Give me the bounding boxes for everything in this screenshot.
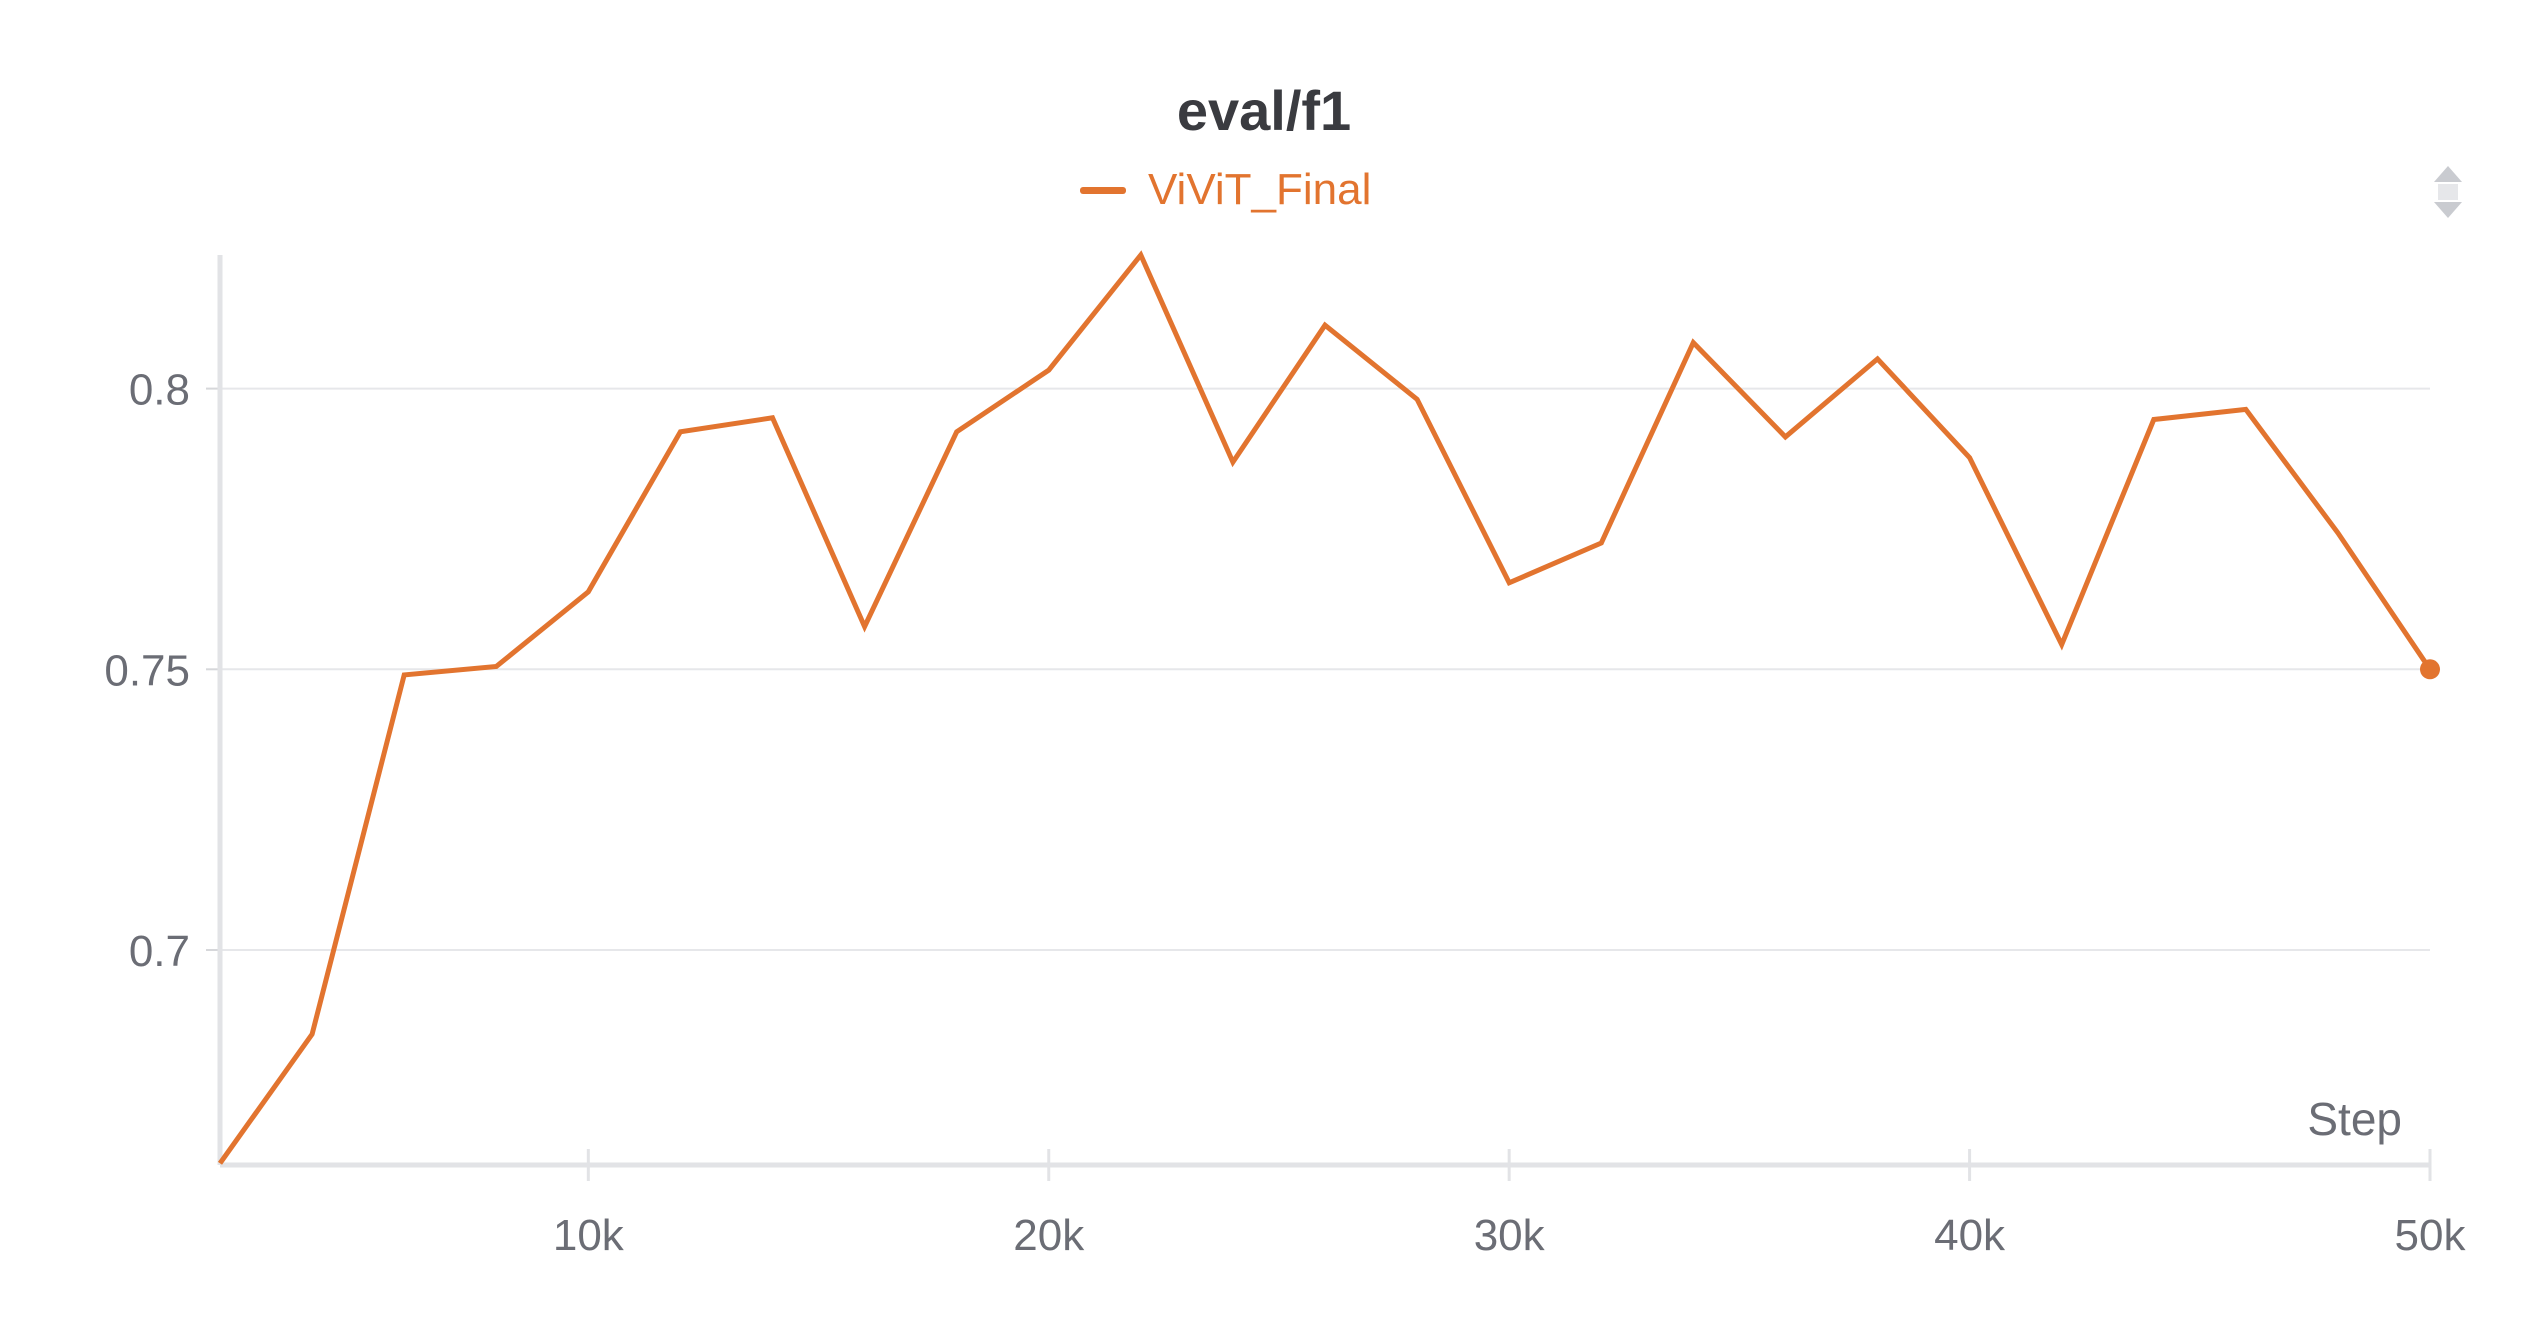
series-point: [676, 428, 684, 436]
series-point: [2242, 405, 2250, 413]
x-tick-label: 40k: [1934, 1211, 2006, 1260]
y-tick-label: 0.75: [104, 646, 190, 695]
sort-icon[interactable]: [2430, 162, 2466, 222]
series-point: [1874, 355, 1882, 363]
series-point: [584, 588, 592, 596]
series-point: [2334, 529, 2342, 537]
series-point: [1597, 539, 1605, 547]
x-tick-label: 20k: [1013, 1211, 1085, 1260]
series-line-vivit-final: [217, 250, 2433, 1165]
series-last-point: [2420, 659, 2440, 680]
series-point: [1781, 433, 1789, 441]
series-point: [2150, 415, 2158, 423]
series-point: [2058, 641, 2066, 649]
x-tick-label: 10k: [553, 1211, 625, 1260]
series-point: [1689, 339, 1697, 347]
series-point: [1137, 251, 1145, 259]
x-tick-label: 30k: [1474, 1211, 1546, 1260]
series-point: [1413, 395, 1421, 403]
chart-title: eval/f1: [1176, 79, 1352, 142]
series-point: [1229, 458, 1237, 466]
series-point: [400, 671, 408, 679]
y-tick-label: 0.8: [129, 366, 190, 415]
series-point: [1966, 454, 1974, 462]
chart-legend[interactable]: ViViT_Final: [1080, 165, 1371, 215]
series-point: [1505, 579, 1513, 587]
y-tick-label: 0.7: [129, 927, 190, 976]
x-tick-label: 50k: [2395, 1211, 2467, 1260]
series-point: [861, 623, 869, 631]
x-axis-label: Step: [2307, 1093, 2402, 1145]
series-point: [769, 414, 777, 422]
series-point: [1321, 321, 1329, 329]
series-point: [308, 1030, 316, 1038]
legend-swatch: [1080, 186, 1126, 194]
series-point: [492, 662, 500, 670]
legend-label: ViViT_Final: [1148, 165, 1372, 214]
series-point: [953, 428, 961, 436]
series-point: [1045, 366, 1053, 374]
series-point: [216, 1159, 224, 1167]
